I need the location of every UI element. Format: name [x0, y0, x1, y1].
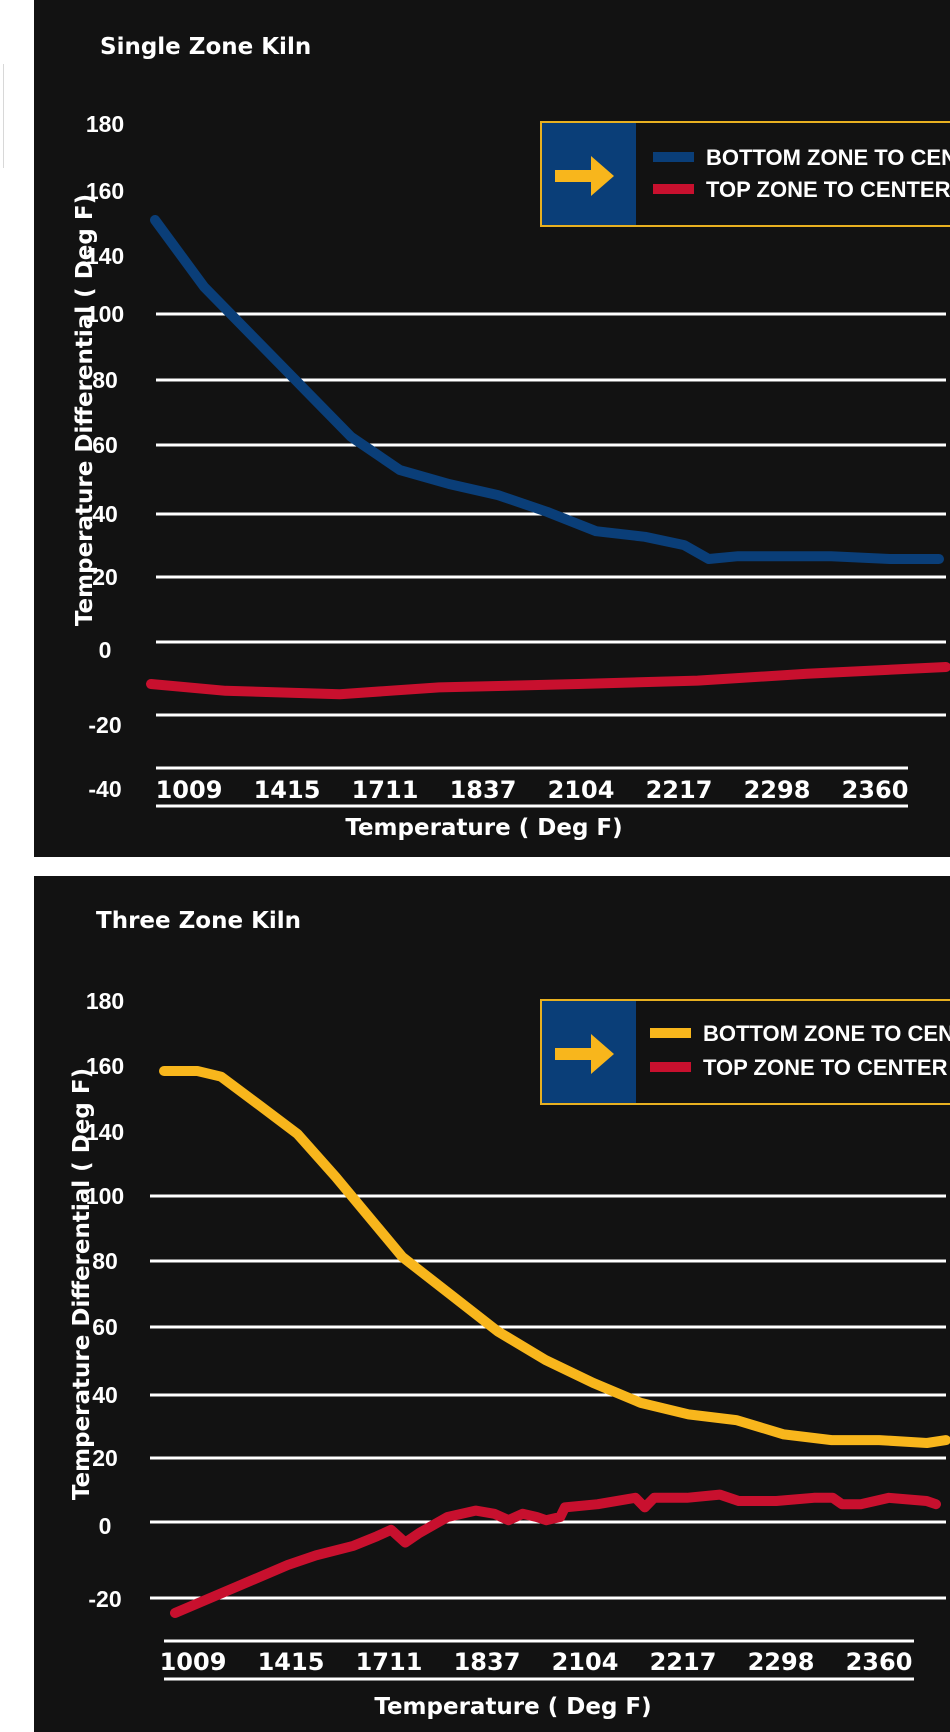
y-tick-label: -20 [88, 712, 121, 738]
chart-legend: BOTTOM ZONE TO CENTER TOP ZONE TO CENTER [540, 121, 950, 227]
single-zone-chart: Single Zone Kiln 180 160 140 100 80 60 40 20 0 -2… [72, 34, 950, 841]
x-tick-label: 2104 [552, 1648, 619, 1676]
chart-legend: BOTTOM ZONE TO CENTER TOP ZONE TO CENTER [540, 999, 950, 1105]
y-tick-label: -20 [88, 1586, 121, 1612]
y-tick-label: 40 [92, 1382, 118, 1408]
y-tick-label: 60 [92, 1314, 118, 1340]
x-tick-label: 2104 [548, 776, 615, 804]
x-tick-label: 2217 [650, 1648, 717, 1676]
y-tick-label: 80 [92, 367, 118, 393]
series-line-bottom-zone-to-center [150, 215, 944, 564]
arrow-right-icon [555, 1034, 614, 1074]
legend-label-bottom-zone: BOTTOM ZONE TO CENTER [703, 1021, 950, 1046]
three-zone-chart: Three Zone Kiln 180 160 140 100 80 60 40 20 0 -20… [69, 908, 950, 1720]
x-tick-label: 1415 [254, 776, 321, 804]
y-tick-label: 160 [86, 1053, 124, 1079]
y-tick-label: 20 [92, 564, 118, 590]
y-tick-label: 100 [86, 301, 124, 327]
x-tick-label: 2217 [646, 776, 713, 804]
series-line-top-zone-to-center [146, 662, 950, 700]
y-tick-label: 60 [92, 432, 118, 458]
x-tick-label: 1837 [450, 776, 517, 804]
x-tick-label: 1711 [356, 1648, 423, 1676]
x-axis-label: Temperature ( Deg F) [345, 815, 622, 841]
y-tick-label: 40 [92, 501, 118, 527]
x-tick-label: 1711 [352, 776, 419, 804]
legend-label-top-zone: TOP ZONE TO CENTER [703, 1055, 948, 1080]
y-tick-label: 160 [86, 178, 124, 204]
x-tick-label: 2298 [744, 776, 811, 804]
y-tick-label: 0 [99, 637, 112, 663]
chart-title: Single Zone Kiln [100, 34, 311, 60]
x-tick-label: 2360 [842, 776, 909, 804]
y-tick-label: 140 [86, 1119, 124, 1145]
series-line-bottom-zone-to-center [159, 1066, 950, 1448]
x-axis-label: Temperature ( Deg F) [374, 1694, 651, 1720]
y-tick-label: 140 [86, 243, 124, 269]
arrow-right-icon [555, 156, 614, 196]
y-axis-label: Temperature Differential ( Deg F) [72, 194, 98, 626]
legend-label-top-zone: TOP ZONE TO CENTER [706, 177, 950, 202]
chart-title: Three Zone Kiln [96, 908, 301, 934]
y-tick-label: 180 [86, 988, 124, 1014]
x-tick-label: 1415 [258, 1648, 325, 1676]
y-tick-label: 0 [99, 1513, 112, 1539]
series-line-top-zone-to-center [170, 1489, 941, 1618]
x-tick-label: 1837 [454, 1648, 521, 1676]
y-tick-label: 180 [86, 111, 124, 137]
x-tick-label: 1009 [160, 1648, 227, 1676]
page-edge-mark [3, 64, 4, 168]
legend-label-bottom-zone: BOTTOM ZONE TO CENTER [706, 145, 950, 170]
y-tick-label: 80 [92, 1248, 118, 1274]
x-tick-label: 2360 [846, 1648, 913, 1676]
y-tick-label: -40 [88, 776, 121, 802]
single-zone-panel: Single Zone Kiln 180 160 140 100 80 60 40 20 0 -2… [34, 0, 950, 857]
y-tick-label: 20 [92, 1445, 118, 1471]
x-tick-label: 2298 [748, 1648, 815, 1676]
y-tick-label: 100 [86, 1183, 124, 1209]
y-axis-label: Temperature Differential ( Deg F) [69, 1068, 95, 1500]
x-tick-label: 1009 [156, 776, 223, 804]
three-zone-panel: Three Zone Kiln 180 160 140 100 80 60 40 20 0 -20… [34, 876, 950, 1732]
